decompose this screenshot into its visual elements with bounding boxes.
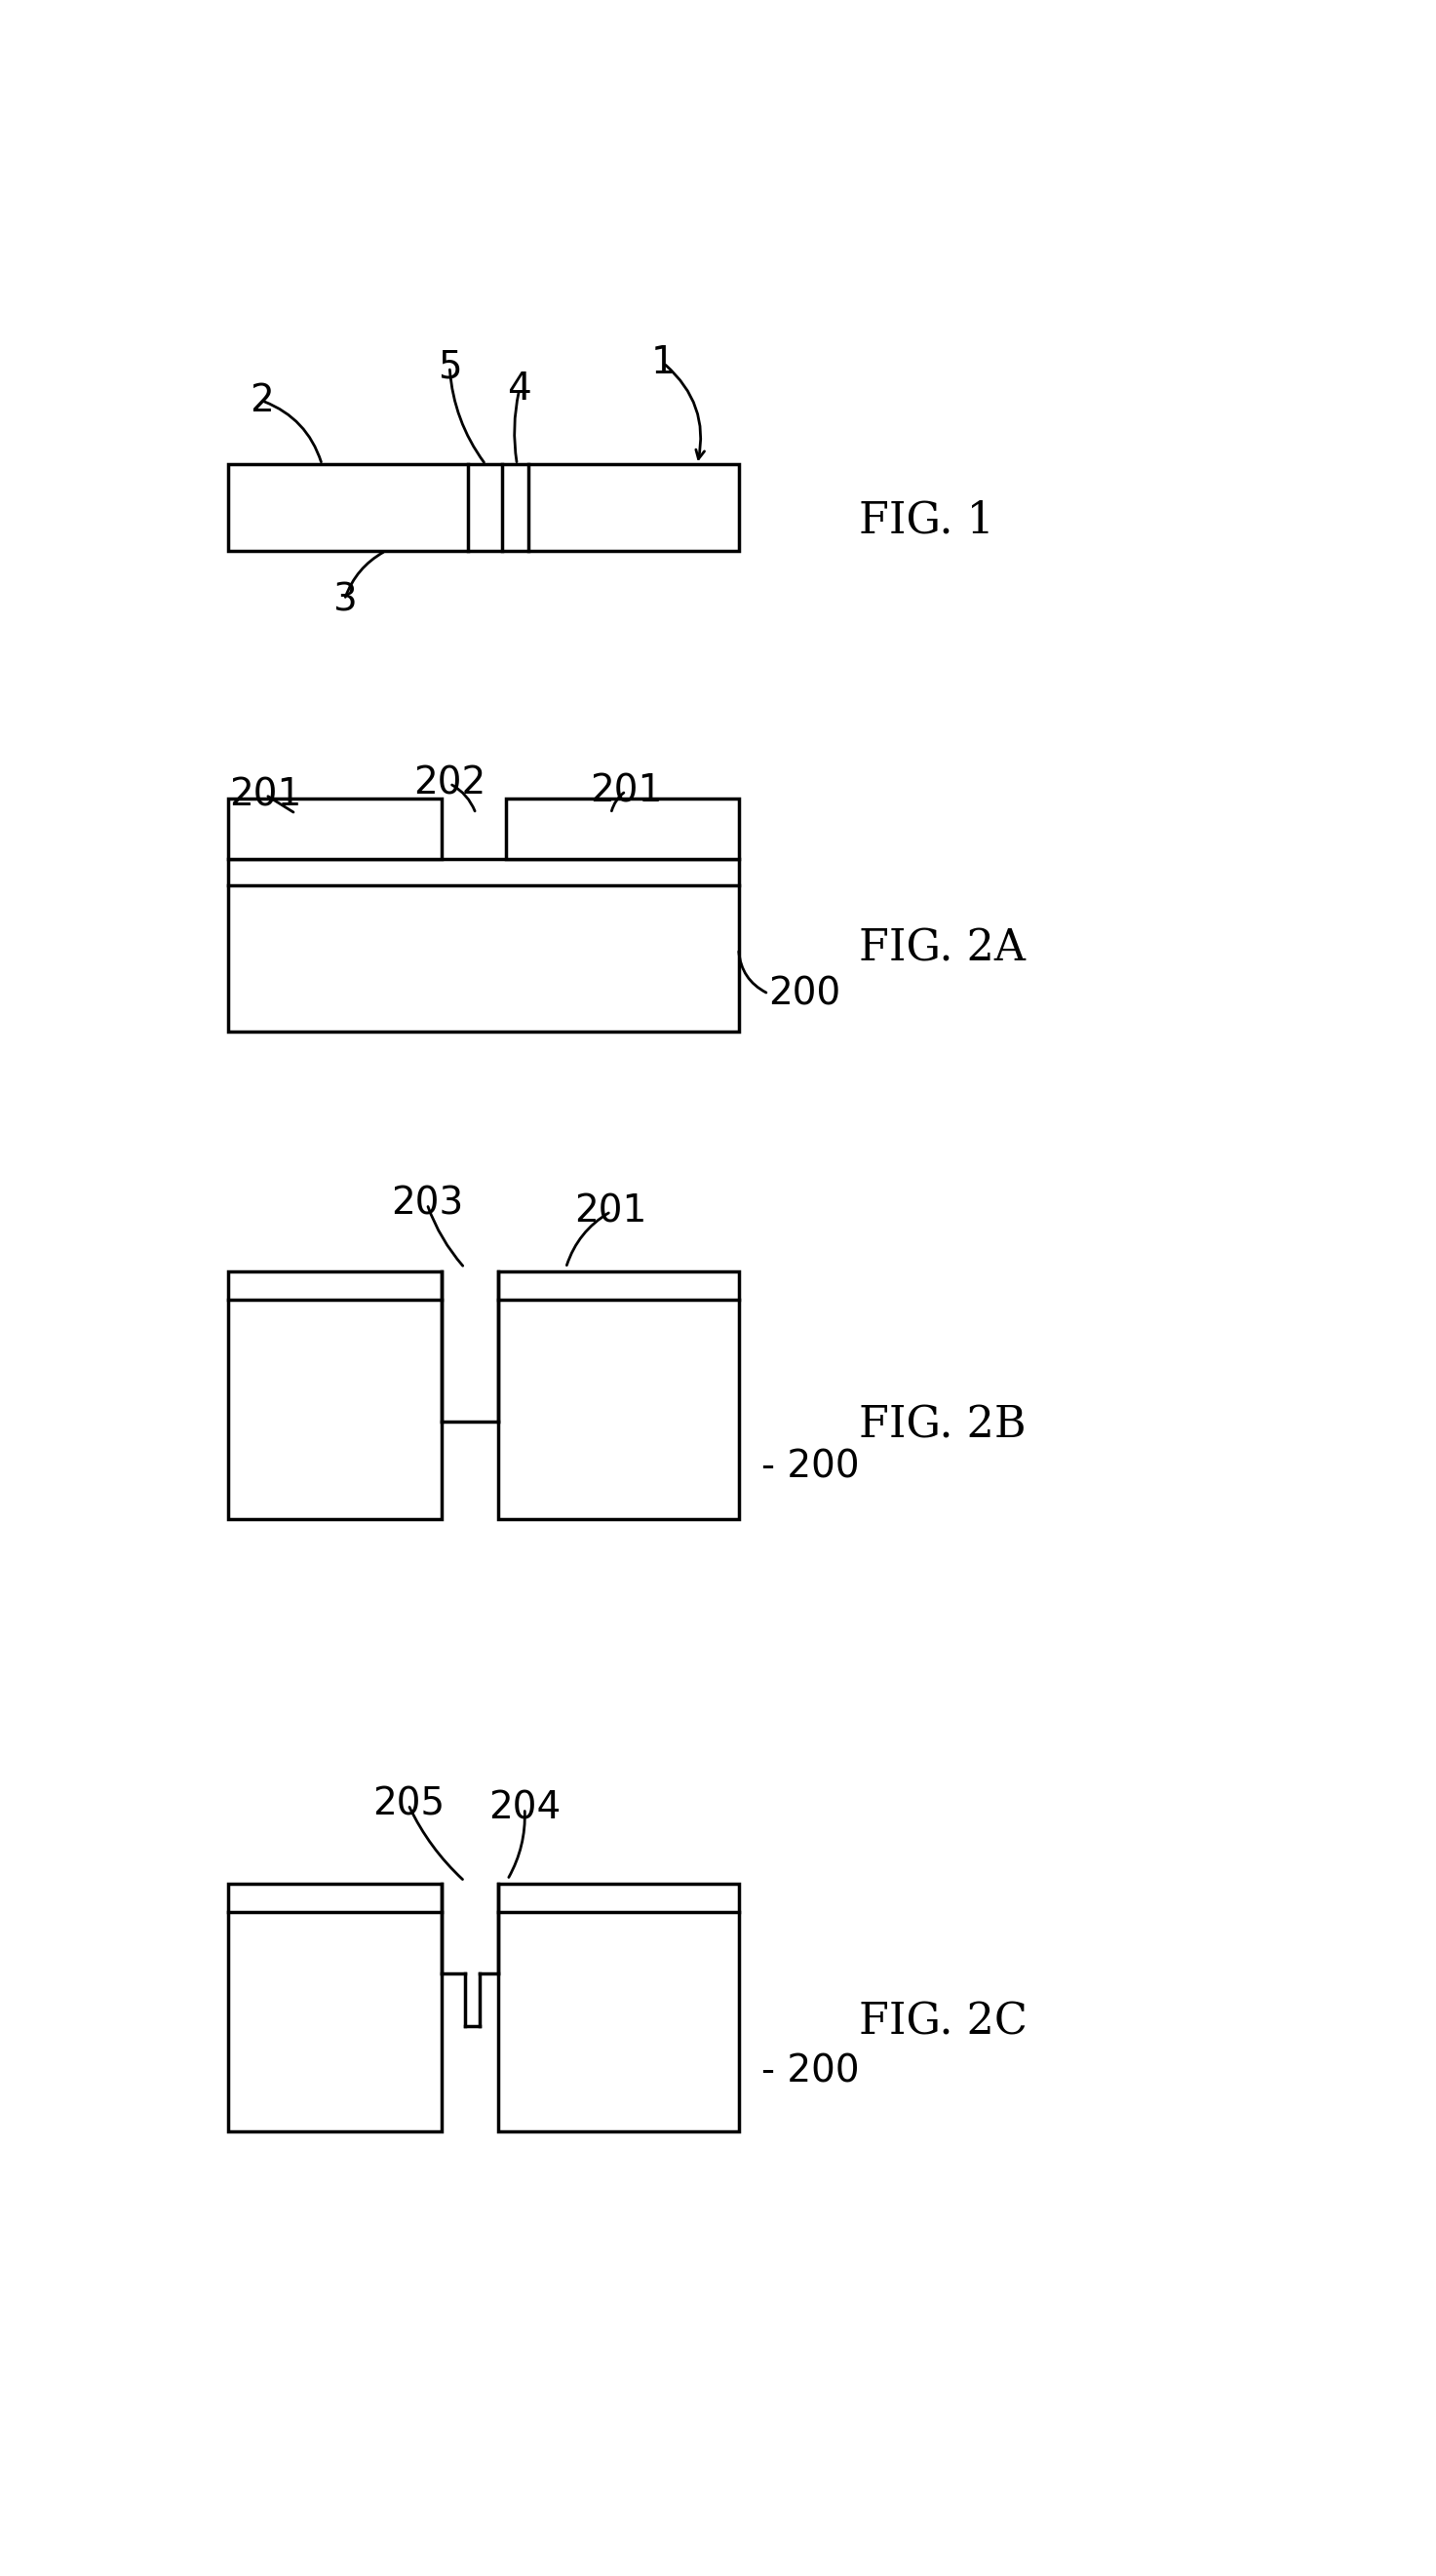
Bar xyxy=(228,464,738,551)
Text: 203: 203 xyxy=(391,1185,464,1224)
Text: 205: 205 xyxy=(372,1785,444,1824)
Bar xyxy=(228,1883,442,2130)
Text: 200: 200 xyxy=(768,976,841,1012)
Text: 2: 2 xyxy=(250,381,274,420)
Text: FIG. 2B: FIG. 2B xyxy=(859,1404,1025,1448)
Text: 201: 201 xyxy=(574,1193,648,1231)
Bar xyxy=(228,799,442,858)
Text: 4: 4 xyxy=(507,371,531,407)
Text: 202: 202 xyxy=(414,765,485,801)
Text: FIG. 1: FIG. 1 xyxy=(859,500,994,541)
Text: FIG. 2A: FIG. 2A xyxy=(859,927,1025,969)
Bar xyxy=(498,1883,738,2130)
Text: 3: 3 xyxy=(332,582,356,618)
Bar xyxy=(228,858,738,1030)
Text: FIG. 2C: FIG. 2C xyxy=(859,2002,1027,2043)
Text: 1: 1 xyxy=(652,345,675,381)
Text: 201: 201 xyxy=(230,775,302,814)
Text: - 200: - 200 xyxy=(761,2053,859,2089)
Bar xyxy=(228,1273,442,1520)
Text: 201: 201 xyxy=(590,773,662,809)
Text: 204: 204 xyxy=(488,1790,561,1826)
Bar xyxy=(498,1273,738,1520)
Text: - 200: - 200 xyxy=(761,1448,859,1486)
Bar xyxy=(505,799,738,858)
Text: 5: 5 xyxy=(438,348,461,386)
